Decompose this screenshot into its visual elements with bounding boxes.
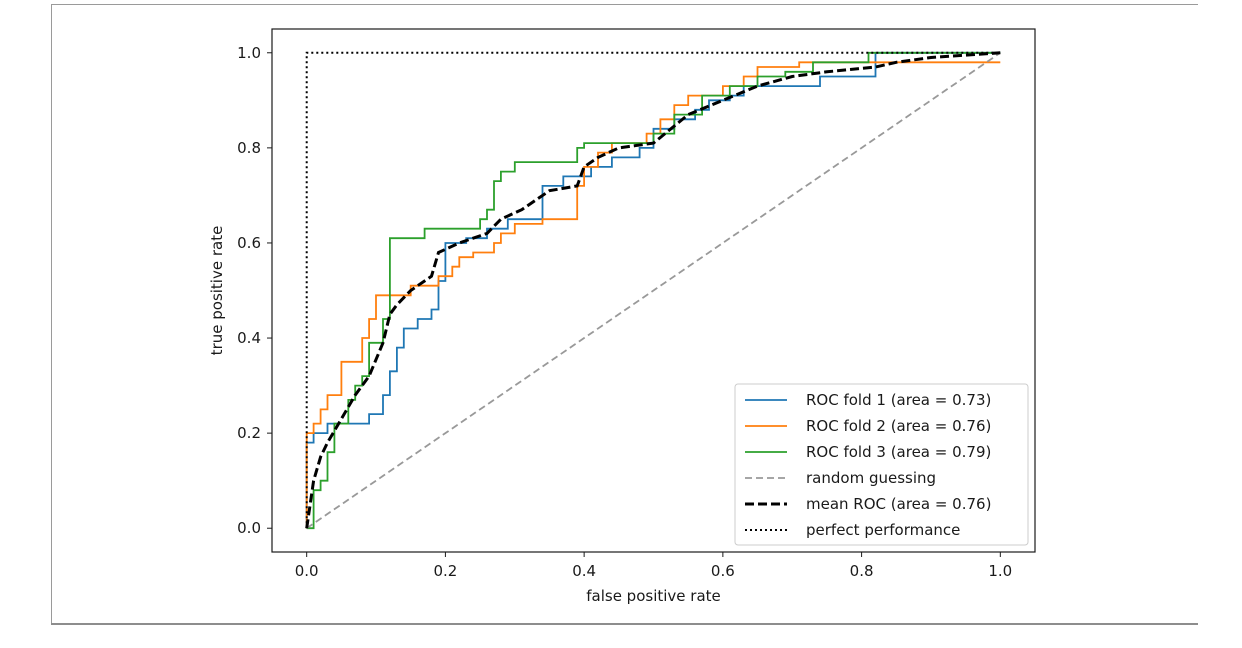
legend-label-roc-fold-1-area-0-73: ROC fold 1 (area = 0.73) xyxy=(806,391,991,409)
series-line-mean-roc-area-0-76 xyxy=(305,51,1001,529)
y-tick-label: 0.4 xyxy=(237,329,261,347)
y-tick-label: 0.0 xyxy=(237,519,261,537)
y-tick-label: 0.6 xyxy=(237,234,261,252)
legend-label-random-guessing: random guessing xyxy=(806,469,936,487)
y-tick-label: 1.0 xyxy=(237,44,261,62)
series-line-perfect-performance xyxy=(305,51,1001,529)
legend-label-roc-fold-3-area-0-79: ROC fold 3 (area = 0.79) xyxy=(806,443,991,461)
series-line-random-guessing xyxy=(306,52,1001,529)
y-axis-label: true positive rate xyxy=(208,226,226,356)
axes-frame xyxy=(271,28,1036,553)
legend: ROC fold 1 (area = 0.73) ROC fold 2 (area… xyxy=(734,383,1029,546)
x-axis-label: false positive rate xyxy=(586,587,721,605)
series-line-roc-fold-1-area-0-73 xyxy=(305,51,1001,529)
legend-box xyxy=(734,383,1029,546)
series-line-roc-fold-2-area-0-76 xyxy=(305,61,1001,529)
ticks-layer: 0.0 0.2 0.4 0.6 0.8 1.0 0.0 0.2 0.4 0.6 0.8 1.0 xyxy=(237,44,1012,580)
series-line-roc-fold-3-area-0-79 xyxy=(306,51,1001,530)
y-tick-label: 0.2 xyxy=(237,424,261,442)
x-tick-label: 1.0 xyxy=(988,562,1012,580)
legend-label-roc-fold-2-area-0-76: ROC fold 2 (area = 0.76) xyxy=(806,417,991,435)
x-tick-label: 0.4 xyxy=(572,562,596,580)
x-tick-label: 0.0 xyxy=(295,562,319,580)
x-tick-label: 0.8 xyxy=(850,562,874,580)
series-layer xyxy=(305,51,1001,530)
figure-frame xyxy=(51,4,1198,625)
legend-label-mean-roc-area-0-76: mean ROC (area = 0.76) xyxy=(806,495,991,513)
x-tick-label: 0.6 xyxy=(711,562,735,580)
y-tick-label: 0.8 xyxy=(237,139,261,157)
x-tick-label: 0.2 xyxy=(433,562,457,580)
legend-label-perfect-performance: perfect performance xyxy=(806,521,960,539)
